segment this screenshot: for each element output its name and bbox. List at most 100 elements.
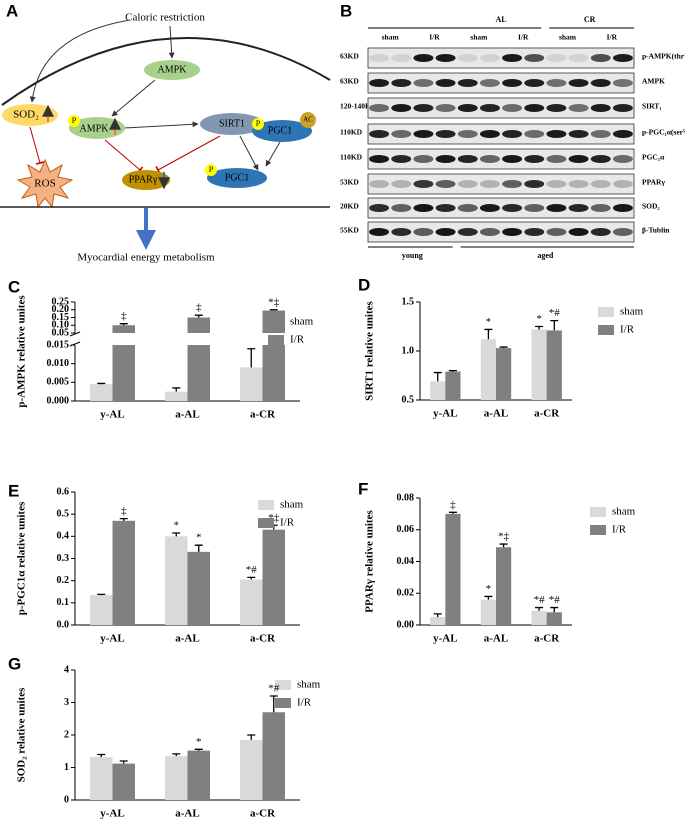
blot-band — [413, 79, 434, 87]
blot-band — [435, 228, 456, 236]
blot-band — [479, 130, 500, 138]
x-tick-label: y-AL — [100, 633, 124, 645]
y-tick-label: 2 — [64, 729, 69, 740]
inhibit — [29, 126, 45, 165]
legend-label: I/R — [290, 334, 305, 346]
y-tick-label: 0.2 — [57, 575, 70, 586]
blot-band — [502, 204, 523, 212]
bar — [240, 739, 263, 800]
bar — [240, 367, 263, 401]
size-label: 63KD — [340, 77, 359, 86]
y-axis-label: p-AMPK relative unites — [16, 295, 28, 408]
y-tick-label: 0.4 — [57, 531, 70, 542]
blot-band — [369, 79, 390, 87]
blot-band — [546, 228, 567, 236]
size-label: 20KD — [340, 202, 359, 211]
panel-letter: E — [8, 481, 19, 500]
error-bar — [194, 544, 203, 552]
node-label: AMPK — [158, 64, 188, 75]
arrow — [123, 121, 199, 129]
blot-band — [413, 155, 434, 163]
blot-band — [479, 228, 500, 236]
y-tick-label: 0.6 — [57, 486, 70, 497]
significance-marker: ‡ — [450, 499, 456, 511]
bar-chart: C 0.000 0.005 0.010 0.0150.050.100.150.200.2… — [8, 277, 314, 420]
blot-band — [590, 155, 611, 163]
significance-marker: *# — [246, 564, 258, 576]
bar-chart: E 0.0 0.1 0.2 0.3 0.4 0.5 0.6 p-PGC1α relative u… — [8, 481, 304, 644]
y-tick-label: 0.05 — [52, 327, 70, 338]
blot-strip — [367, 123, 635, 145]
phospho-label: P — [72, 116, 77, 125]
bar-chart: D 0.5 1.0 1.5 SIRT1 relative unites y-AL a-AL a… — [358, 275, 644, 419]
blot-band — [502, 54, 523, 62]
error-bar — [247, 348, 256, 368]
y-tick-label: 0.005 — [47, 377, 70, 388]
blot-band — [479, 104, 500, 112]
inhibit — [155, 135, 221, 174]
y-tick-label: 4 — [64, 664, 69, 675]
bar — [531, 610, 547, 625]
blot-band — [369, 104, 390, 112]
bar — [262, 712, 285, 800]
error-bar — [448, 511, 457, 514]
size-label: 110KD — [340, 128, 363, 137]
bar — [90, 384, 113, 401]
x-tick-label: a-AL — [484, 633, 508, 645]
y-axis-label: SIRT1 relative unites — [364, 300, 376, 400]
significance-marker: ‡ — [196, 302, 202, 314]
blot-band — [413, 130, 434, 138]
significance-marker: *# — [268, 683, 280, 695]
y-tick-label: 0.25 — [52, 296, 70, 307]
blot-band — [369, 155, 390, 163]
blot-band — [413, 180, 434, 188]
blot-strip — [367, 197, 635, 219]
y-tick-label: 0.015 — [47, 339, 70, 350]
error-bar — [499, 346, 508, 349]
blot-band — [524, 104, 545, 112]
significance-marker: *‡ — [268, 296, 280, 308]
phospho — [252, 118, 264, 130]
blot-band — [369, 180, 390, 188]
blot-band — [413, 54, 434, 62]
bar — [262, 529, 285, 625]
bar — [240, 579, 263, 625]
significance-marker: * — [486, 583, 492, 595]
blot-band — [457, 54, 478, 62]
x-tick-label: a-CR — [534, 633, 560, 645]
error-bar — [535, 606, 544, 611]
blot-band — [524, 130, 545, 138]
blot-band — [502, 79, 523, 87]
bar — [531, 329, 547, 400]
blot-band — [524, 155, 545, 163]
lane-label: I/R — [429, 33, 440, 42]
bar-chart: G 0 1 2 3 4 SOD₂ relative unites y-AL a-AL a-CR sh… — [8, 654, 321, 819]
blot-band — [457, 204, 478, 212]
blot-band — [590, 79, 611, 87]
error-bar — [269, 309, 278, 311]
significance-marker: * — [536, 313, 542, 325]
blot-band — [369, 54, 390, 62]
y-tick-label: 0.10 — [52, 320, 70, 331]
blot-band — [369, 204, 390, 212]
blot-band — [457, 155, 478, 163]
y-tick-label: 0.000 — [47, 395, 70, 406]
significance-marker: * — [174, 520, 180, 532]
bar-lower-part — [262, 345, 285, 401]
significance-marker: *‡ — [268, 512, 280, 524]
y-tick-label: 0.20 — [52, 304, 70, 315]
x-tick-label: a-AL — [175, 409, 199, 421]
bar — [546, 612, 562, 625]
significance-marker: ‡ — [121, 310, 127, 322]
y-tick-label: 0.1 — [57, 597, 70, 608]
legend-swatch — [258, 500, 274, 510]
y-tick-label: 0.04 — [397, 556, 415, 567]
blot-band — [457, 79, 478, 87]
blot-band — [590, 180, 611, 188]
panel-letter: F — [358, 479, 368, 498]
bar — [430, 617, 446, 625]
error-bar — [448, 369, 457, 372]
blot-band — [479, 180, 500, 188]
error-bar — [550, 319, 559, 331]
node-label: AMPK — [80, 123, 110, 134]
